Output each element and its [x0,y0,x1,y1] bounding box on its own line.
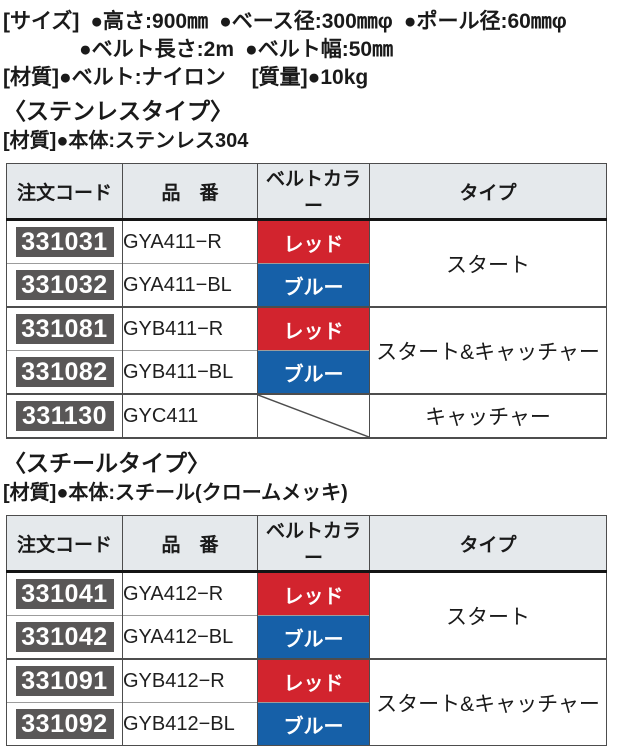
part-number-cell: GYA411−R [122,219,258,264]
type-cell-catcher: キャッチャー [369,393,607,438]
order-code-cell: 331091 [6,658,123,703]
table-header-row: 注文コード 品 番 ベルトカラー タイプ [6,163,607,221]
spec-belt-width: ●ベルト幅:50㎜ [245,38,394,61]
belt-color-cell-red: レッド [257,658,370,703]
belt-color-cell-blue: ブルー [257,263,370,307]
spec-materials-line: [材質]●ベルト:ナイロン [質量]●10kg [3,64,625,92]
order-row: 331091 GYB412−R レッド スタート&キャッチャー [6,658,607,746]
order-code-badge: 331081 [15,314,114,344]
order-code-badge: 331031 [15,227,114,257]
order-code-badge: 331130 [15,401,114,431]
order-code-cell: 331032 [6,263,123,307]
order-code-badge: 331032 [15,270,114,300]
type-cell-start-catcher: スタート&キャッチャー [369,658,607,746]
type-cell-start: スタート [369,219,607,307]
stainless-section: 〈ステンレスタイプ〉 [材質]●本体:ステンレス304 注文コード 品 番 ベル… [3,97,625,439]
order-code-cell: 331041 [6,571,123,616]
spec-size-line-2: ●ベルト長さ:2m ●ベルト幅:50㎜ [79,36,625,64]
part-number-cell: GYA412−BL [122,615,258,659]
part-number-cell: GYC411 [122,393,258,438]
order-row: 331032 GYA411−BL ブルー [6,263,607,307]
order-code-badge: 331091 [15,666,114,696]
header-cell-belt-color: ベルトカラー [257,515,370,573]
part-number-cell: GYB412−BL [122,702,258,746]
header-cell-belt-color: ベルトカラー [257,163,370,221]
steel-order-table: 注文コード 品 番 ベルトカラー タイプ 331041 GYA412−R レッド… [6,515,607,746]
order-code-badge: 331092 [15,709,114,739]
order-row: 331130 GYC411 キャッチャー [6,393,607,438]
belt-color-cell-blue: ブルー [257,702,370,746]
belt-color-cell-empty [257,393,370,438]
order-code-cell: 331031 [6,219,123,264]
header-cell-part-number: 品 番 [122,515,258,573]
spec-belt-material: [材質]●ベルト:ナイロン [3,66,226,89]
stainless-section-heading: 〈ステンレスタイプ〉 [3,98,233,124]
belt-color-cell-red: レッド [257,219,370,264]
header-cell-type: タイプ [369,163,607,221]
order-code-cell: 331081 [6,306,123,351]
order-code-cell: 331082 [6,350,123,394]
order-code-badge: 331041 [15,579,114,609]
order-row: 331041 GYA412−R レッド スタート [6,571,607,659]
steel-section-heading: 〈スチールタイプ〉 [3,450,210,476]
spec-size-line-1: [サイズ] ●高さ:900㎜ ●ベース径:300㎜φ ●ポール径:60㎜φ [3,8,625,36]
header-cell-type: タイプ [369,515,607,573]
diagonal-slash-icon [258,395,369,437]
belt-color-cell-red: レッド [257,306,370,351]
order-row: 331081 GYB411−R レッド スタート&キャッチャー [6,306,607,394]
spec-base-diameter: ●ベース径:300㎜φ [219,10,393,33]
part-number-cell: GYB411−BL [122,350,258,394]
table-header-row: 注文コード 品 番 ベルトカラー タイプ [6,515,607,573]
order-row: 331042 GYA412−BL ブルー [6,615,607,659]
spec-height: ●高さ:900㎜ [90,10,209,33]
type-cell-start-catcher: スタート&キャッチャー [369,306,607,394]
header-cell-order-code: 注文コード [6,163,123,221]
part-number-cell: GYB412−R [122,658,258,703]
spec-belt-length: ●ベルト長さ:2m [79,38,235,61]
belt-color-cell-blue: ブルー [257,615,370,659]
order-code-cell: 331092 [6,702,123,746]
part-number-cell: GYA411−BL [122,263,258,307]
part-number-cell: GYA412−R [122,571,258,616]
header-cell-order-code: 注文コード [6,515,123,573]
order-row: 331082 GYB411−BL ブルー [6,350,607,394]
order-row: 331092 GYB412−BL ブルー [6,702,607,746]
order-row: 331031 GYA411−R レッド スタート [6,219,607,307]
order-code-badge: 331042 [15,622,114,652]
stainless-material-note: [材質]●本体:ステンレス304 [3,130,249,152]
spec-pole-diameter: ●ポール径:60㎜φ [403,10,567,33]
order-code-cell: 331042 [6,615,123,659]
steel-material-note: [材質]●本体:スチール(クロームメッキ) [3,482,348,504]
spec-mass: [質量]●10kg [251,66,369,89]
belt-color-cell-blue: ブルー [257,350,370,394]
steel-section: 〈スチールタイプ〉 [材質]●本体:スチール(クロームメッキ) 注文コード 品 … [3,449,625,746]
belt-color-cell-red: レッド [257,571,370,616]
part-number-cell: GYB411−R [122,306,258,351]
type-cell-start: スタート [369,571,607,659]
order-code-badge: 331082 [15,357,114,387]
stainless-order-table: 注文コード 品 番 ベルトカラー タイプ 331031 GYA411−R レッド… [6,163,607,439]
spec-size-label: [サイズ] [3,10,80,33]
header-cell-part-number: 品 番 [122,163,258,221]
order-code-cell: 331130 [6,393,123,438]
